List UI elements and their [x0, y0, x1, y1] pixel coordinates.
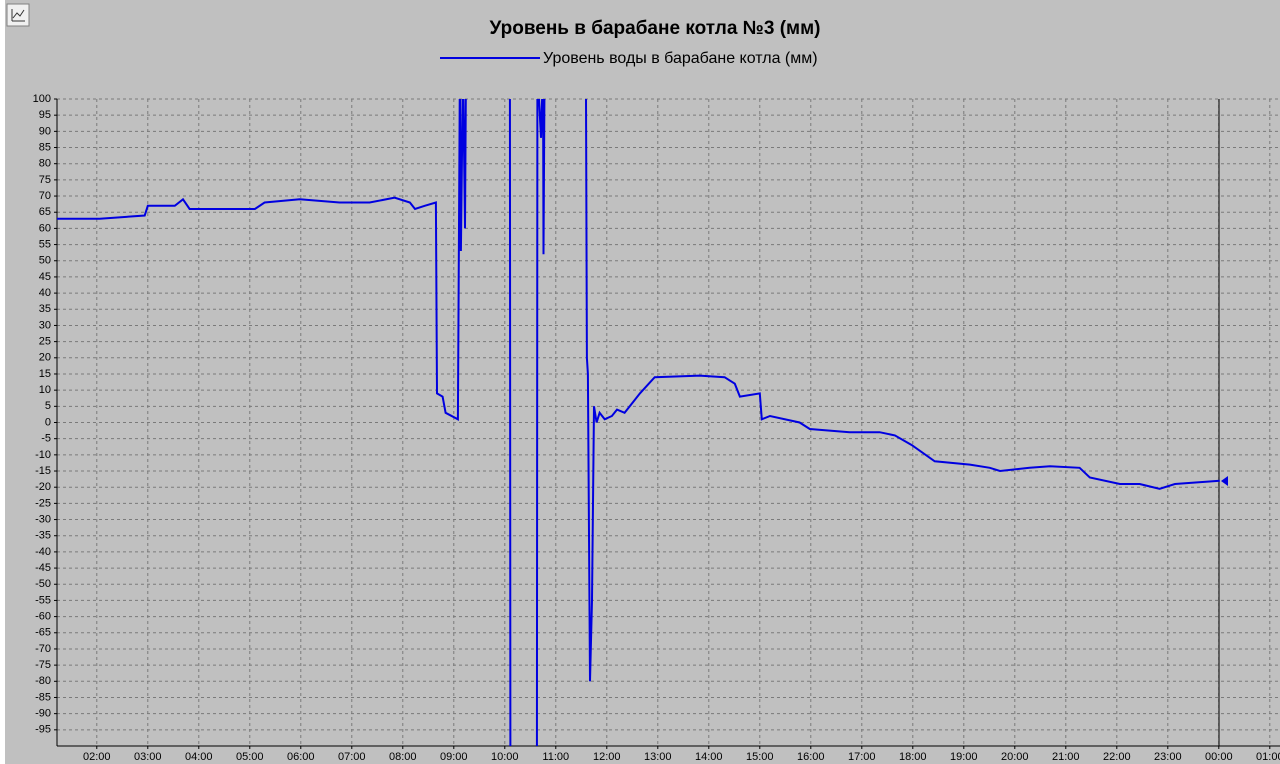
x-tick-label: 12:00	[593, 751, 621, 763]
y-tick-label: -70	[35, 643, 51, 655]
y-tick-label: -20	[35, 481, 51, 493]
y-tick-label: 20	[39, 352, 51, 364]
legend-label: Уровень воды в барабане котла (мм)	[543, 50, 818, 67]
y-tick-label: 80	[39, 158, 51, 170]
x-tick-label: 01:00	[1256, 751, 1280, 763]
y-tick-label: 75	[39, 174, 51, 186]
x-tick-label: 03:00	[134, 751, 162, 763]
x-tick-label: 08:00	[389, 751, 417, 763]
end-marker	[1221, 476, 1228, 486]
y-tick-label: 70	[39, 190, 51, 202]
x-tick-label: 07:00	[338, 751, 366, 763]
y-tick-label: -75	[35, 659, 51, 671]
x-tick-label: 11:00	[542, 751, 569, 763]
x-tick-label: 17:00	[848, 751, 876, 763]
x-tick-label: 05:00	[236, 751, 264, 763]
x-tick-label: 22:00	[1103, 751, 1131, 763]
y-tick-label: 60	[39, 222, 51, 234]
x-tick-label: 00:00	[1205, 751, 1233, 763]
y-tick-label: 50	[39, 255, 51, 267]
y-tick-label: -60	[35, 611, 51, 623]
x-tick-label: 09:00	[440, 751, 468, 763]
y-tick-label: -55	[35, 594, 51, 606]
y-tick-label: 40	[39, 287, 51, 299]
x-tick-label: 04:00	[185, 751, 213, 763]
x-tick-label: 14:00	[695, 751, 723, 763]
y-tick-label: -65	[35, 627, 51, 639]
y-tick-label: -95	[35, 724, 51, 736]
y-tick-label: 100	[33, 93, 51, 105]
y-tick-label: 25	[39, 336, 51, 348]
y-tick-label: 45	[39, 271, 51, 283]
y-tick-label: -40	[35, 546, 51, 558]
chart-title: Уровень в барабане котла №3 (мм)	[490, 18, 821, 39]
y-tick-label: 90	[39, 125, 51, 137]
y-tick-label: 30	[39, 319, 51, 331]
chart-icon[interactable]	[6, 3, 30, 27]
y-tick-label: 65	[39, 206, 51, 218]
chart-icon-glyph	[11, 9, 25, 22]
x-tick-label: 16:00	[797, 751, 825, 763]
y-tick-label: 55	[39, 238, 51, 250]
y-tick-label: -35	[35, 530, 51, 542]
y-tick-label: 35	[39, 303, 51, 315]
x-tick-label: 23:00	[1154, 751, 1182, 763]
y-tick-label: -50	[35, 578, 51, 590]
plot	[57, 99, 1220, 746]
x-tick-label: 18:00	[899, 751, 927, 763]
y-tick-label: -90	[35, 708, 51, 720]
series-line	[57, 99, 1220, 746]
x-tick-label: 06:00	[287, 751, 315, 763]
y-tick-label: -85	[35, 691, 51, 703]
y-tick-label: 85	[39, 141, 51, 153]
y-tick-label: -45	[35, 562, 51, 574]
y-tick-label: 5	[45, 400, 51, 412]
y-tick-label: -5	[41, 433, 51, 445]
y-tick-label: 0	[45, 416, 51, 428]
x-tick-label: 13:00	[644, 751, 672, 763]
left-border	[0, 0, 5, 764]
x-tick-label: 10:00	[491, 751, 519, 763]
y-tick-label: -15	[35, 465, 51, 477]
y-tick-label: -25	[35, 497, 51, 509]
y-tick-label: 95	[39, 109, 51, 121]
y-tick-label: 15	[39, 368, 51, 380]
x-tick-label: 19:00	[950, 751, 978, 763]
y-tick-label: -10	[35, 449, 51, 461]
x-tick-label: 15:00	[746, 751, 774, 763]
x-tick-label: 21:00	[1052, 751, 1080, 763]
x-tick-label: 02:00	[83, 751, 111, 763]
x-tick-label: 20:00	[1001, 751, 1029, 763]
y-tick-label: -80	[35, 675, 51, 687]
y-tick-label: -30	[35, 513, 51, 525]
y-tick-label: 10	[39, 384, 51, 396]
